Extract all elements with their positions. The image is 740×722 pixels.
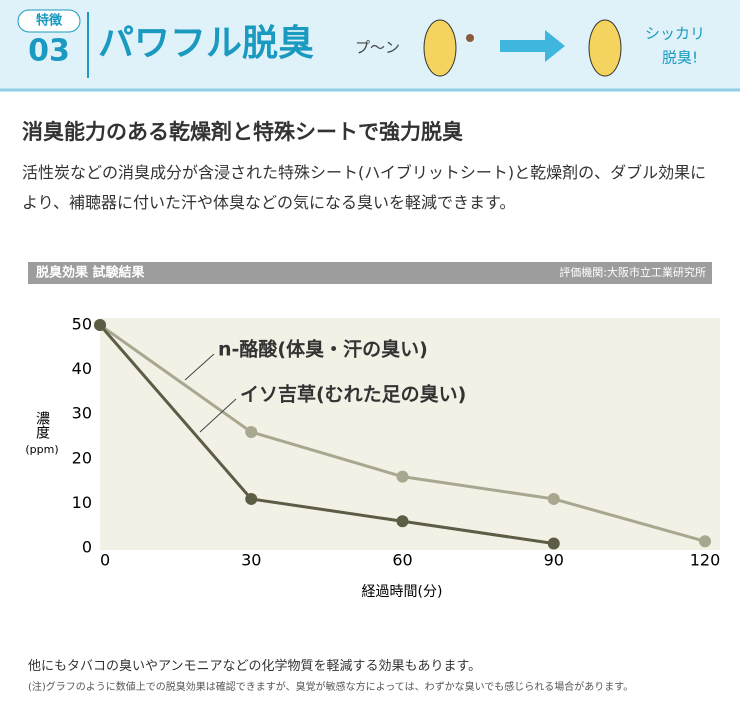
y-tick-label: 30 bbox=[72, 404, 92, 423]
result-text: シッカリ bbox=[645, 25, 705, 43]
smell-text: プ〜ン bbox=[355, 39, 400, 57]
chart-title: 脱臭効果 試験結果 bbox=[36, 265, 145, 281]
y-label: 濃度 bbox=[34, 411, 50, 439]
mascot-happy bbox=[588, 19, 622, 77]
series-line bbox=[98, 324, 554, 546]
leader-line bbox=[184, 353, 215, 381]
chart-source: 評価機関:大阪市立工業研究所 bbox=[559, 265, 706, 279]
data-point bbox=[547, 492, 560, 505]
note: 他にもタバコの臭いやアンモニアなどの化学物質を軽減する効果もあります。 bbox=[28, 659, 482, 674]
result-text: 脱臭! bbox=[662, 49, 698, 67]
banner-label: 特徴 bbox=[36, 13, 63, 29]
mascot-sad bbox=[423, 19, 457, 77]
x-tick-label: 60 bbox=[392, 551, 412, 570]
banner-number: 03 bbox=[28, 34, 70, 69]
x-tick-label: 120 bbox=[690, 551, 721, 570]
chart-header bbox=[28, 262, 712, 284]
description: 活性炭などの消臭成分が含浸された特殊シート(ハイブリットシート)と乾燥剤の、ダブ… bbox=[22, 163, 707, 212]
data-point bbox=[94, 319, 106, 331]
note: (注)グラフのように数値上での脱臭効果は確認できますが、臭覚が敏感な方によっては… bbox=[28, 682, 634, 693]
plot-bg bbox=[100, 318, 720, 550]
data-point bbox=[245, 426, 258, 439]
dirt bbox=[466, 34, 474, 42]
y-tick-label: 40 bbox=[72, 359, 92, 378]
data-point bbox=[245, 492, 258, 505]
series-label: n-酪酸(体臭・汗の臭い) bbox=[218, 338, 428, 361]
data-point bbox=[396, 515, 409, 528]
y-tick-label: 0 bbox=[82, 538, 92, 557]
banner-title: パワフル脱臭 bbox=[98, 23, 314, 64]
x-tick-label: 90 bbox=[544, 551, 564, 570]
leader-line bbox=[199, 398, 237, 433]
data-point bbox=[547, 537, 560, 550]
y-tick-label: 50 bbox=[72, 315, 92, 334]
x-tick-label: 0 bbox=[100, 551, 110, 570]
label-box bbox=[17, 9, 81, 33]
arrow bbox=[500, 30, 565, 62]
data-point bbox=[699, 535, 711, 548]
series-label: イソ吉草(むれた足の臭い) bbox=[240, 383, 466, 406]
data-point bbox=[396, 470, 409, 483]
x-label: 経過時間(分) bbox=[362, 584, 443, 600]
y-tick-label: 10 bbox=[72, 493, 92, 512]
y-unit: (ppm) bbox=[25, 443, 58, 456]
x-tick-label: 30 bbox=[241, 551, 261, 570]
y-tick-label: 20 bbox=[72, 448, 92, 467]
plot: 0 10 20 30 40 50 0 30 60 90 120 n-酪酸(体臭・汗の臭い) イソ吉草(む… bbox=[72, 315, 721, 570]
heading: 消臭能力のある乾燥剤と特殊シートで強力脱臭 bbox=[22, 120, 463, 144]
